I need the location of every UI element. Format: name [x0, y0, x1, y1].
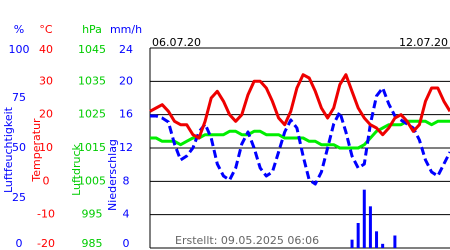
- y-tick-label: 8: [123, 174, 130, 187]
- axis-unit: °C: [39, 23, 53, 36]
- y-tick-label: 16: [119, 108, 133, 121]
- y-tick-label: 75: [12, 91, 26, 104]
- precipitation-bar: [350, 239, 354, 248]
- series-line: [150, 86, 450, 186]
- y-tick-label: 12: [119, 141, 133, 154]
- y-tick-label: 100: [9, 43, 30, 56]
- y-tick-label: 25: [12, 191, 26, 204]
- precipitation-bar: [368, 206, 372, 248]
- y-tick-label: 4: [123, 208, 130, 221]
- precipitation-bar: [356, 223, 360, 248]
- y-tick-label: 1045: [78, 43, 106, 56]
- y-tick-label: 985: [82, 237, 103, 250]
- y-tick-label: 50: [12, 141, 26, 154]
- y-tick-label: 1005: [78, 174, 106, 187]
- precipitation-bar: [393, 235, 397, 248]
- axis-title: Niederschlag: [106, 139, 119, 211]
- y-tick-label: 20: [119, 74, 133, 87]
- y-tick-label: 0: [123, 237, 130, 250]
- axis-title: Temperatur: [30, 118, 43, 183]
- y-tick-label: -10: [37, 208, 55, 221]
- series-line: [149, 73, 450, 140]
- axis-unit: %: [14, 23, 24, 36]
- y-tick-label: 0: [43, 174, 50, 187]
- y-tick-label: 40: [39, 43, 53, 56]
- y-tick-label: 20: [39, 108, 53, 121]
- y-tick-label: 1025: [78, 108, 106, 121]
- y-tick-label: 1015: [78, 141, 106, 154]
- axis-unit: mm/h: [110, 23, 142, 36]
- y-tick-label: 1035: [78, 74, 106, 87]
- precipitation-bar: [375, 231, 379, 248]
- axis-unit: hPa: [82, 23, 102, 36]
- y-tick-label: -20: [37, 237, 55, 250]
- y-tick-label: 10: [39, 141, 53, 154]
- y-tick-label: 0: [16, 237, 23, 250]
- created-note: Erstellt: 09.05.2025 06:06: [175, 234, 319, 247]
- axis-title: Luftdruck: [70, 143, 83, 195]
- date-end: 12.07.20: [399, 36, 448, 49]
- date-start: 06.07.20: [152, 36, 201, 49]
- axis-title: Luftfeuchtigkeit: [2, 106, 15, 193]
- y-tick-label: 24: [119, 43, 133, 56]
- y-tick-label: 30: [39, 74, 53, 87]
- precipitation-bar: [381, 243, 385, 248]
- precipitation-bar: [362, 189, 366, 248]
- y-tick-label: 995: [82, 208, 103, 221]
